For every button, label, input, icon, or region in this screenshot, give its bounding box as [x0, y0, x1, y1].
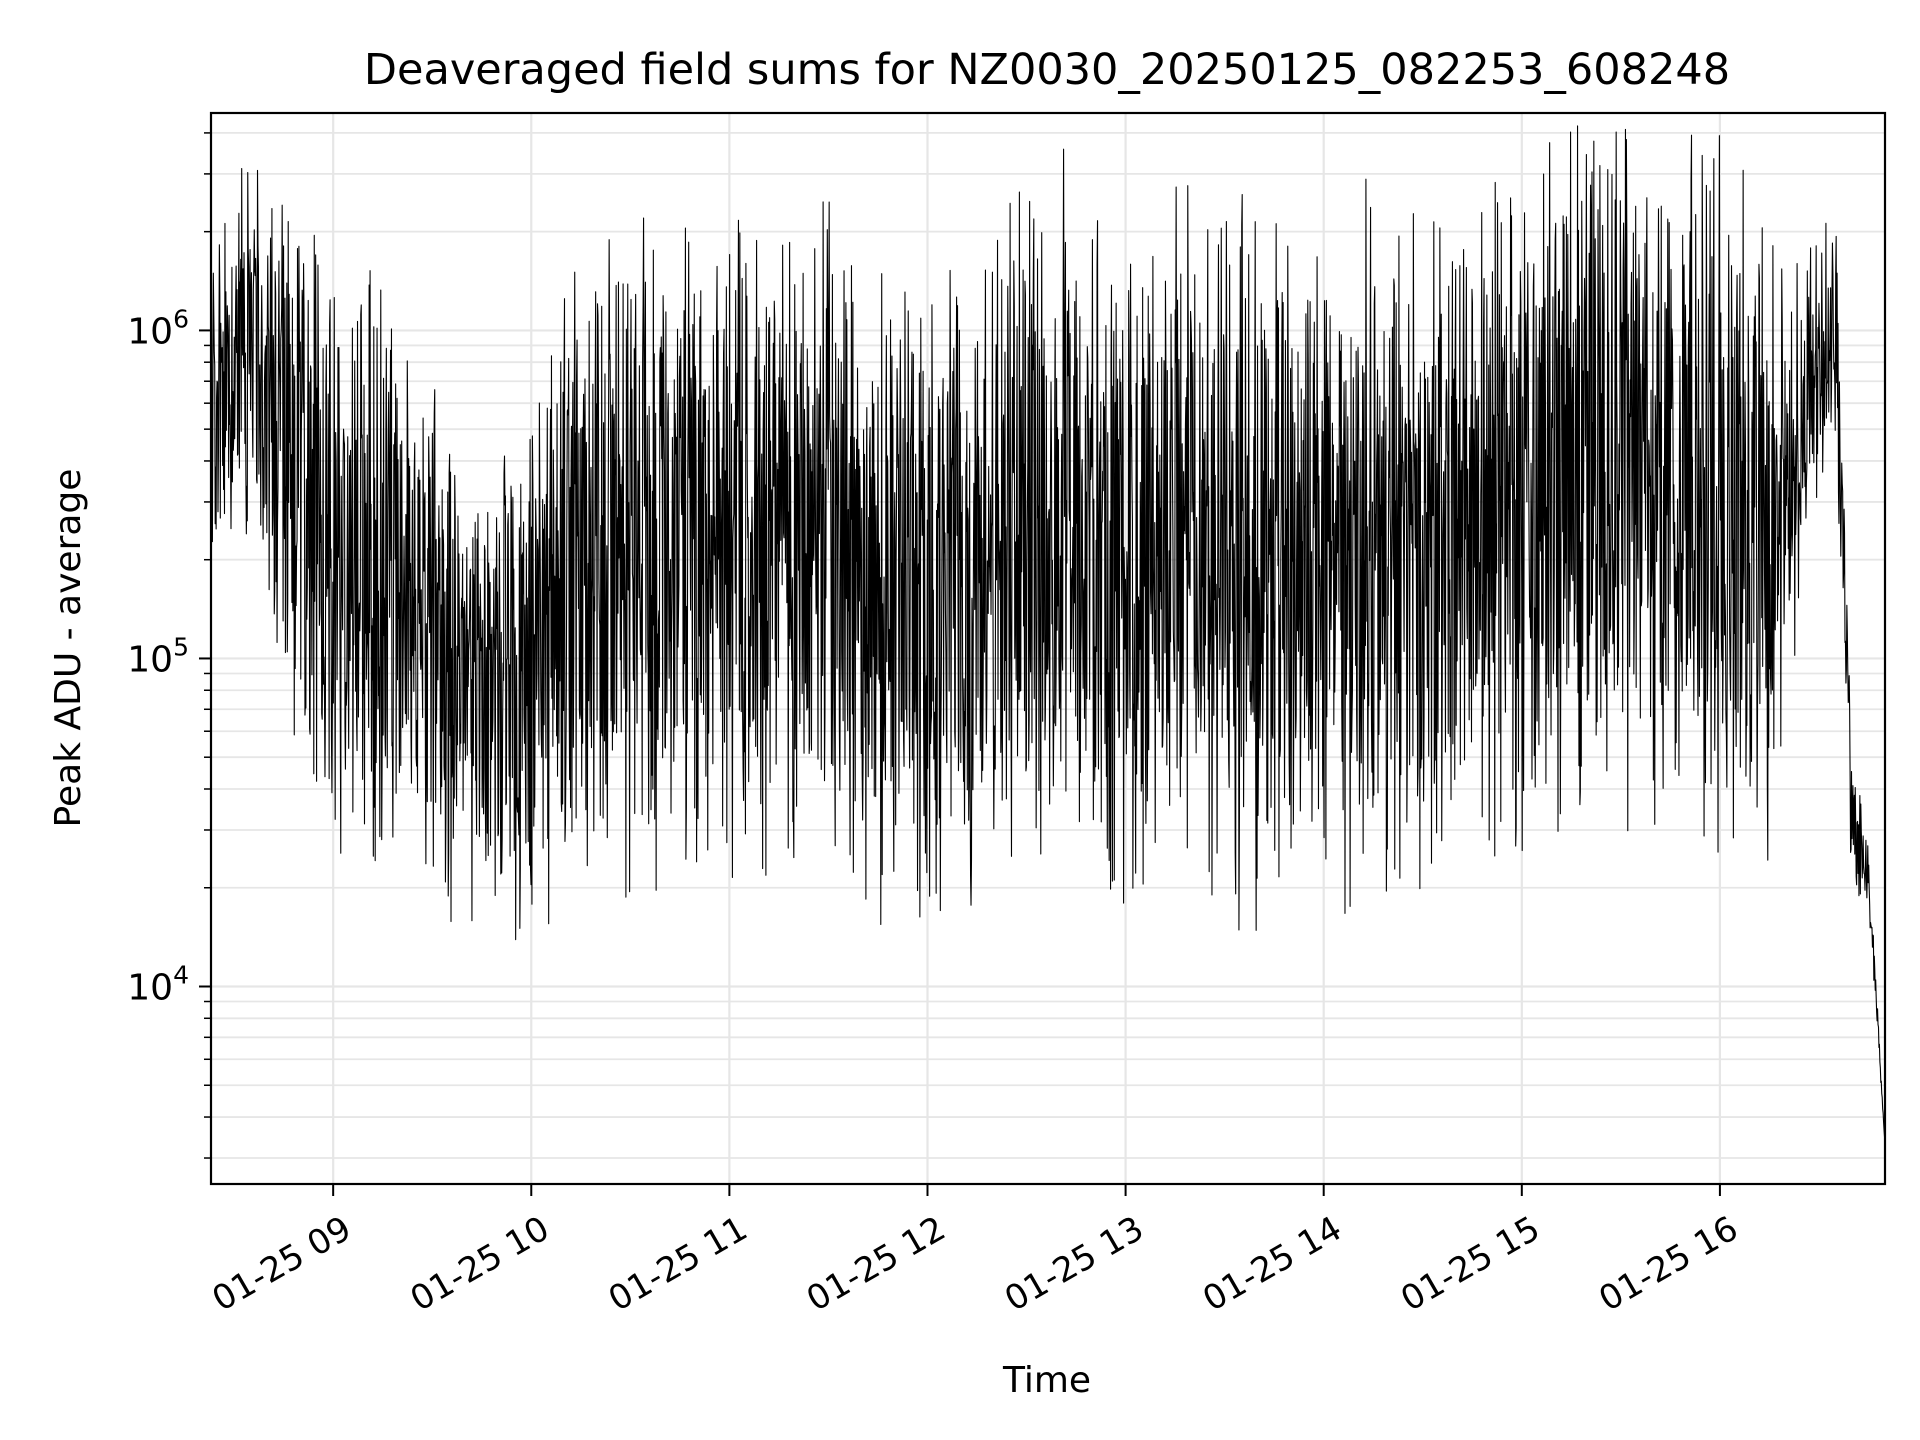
chart-title: Deaveraged field sums for NZ0030_2025012…	[364, 45, 1730, 95]
series-line	[210, 125, 1886, 1145]
x-axis-label: Time	[1002, 1360, 1091, 1401]
y-tick-label-base: 10	[127, 311, 173, 352]
y-tick-label: 105	[127, 632, 189, 680]
y-tick-label-base: 10	[127, 967, 173, 1008]
y-tick-label: 104	[127, 960, 189, 1008]
y-tick-label-base: 10	[127, 639, 173, 680]
plot-area-frame	[209, 111, 1887, 1186]
y-tick-label-exponent: 5	[173, 632, 189, 661]
data-series	[210, 125, 1886, 1145]
y-tick-label: 106	[127, 304, 189, 352]
y-tick-label-exponent: 4	[173, 960, 189, 989]
y-axis-label: Peak ADU - average	[48, 469, 89, 828]
y-tick-label-exponent: 6	[173, 304, 189, 333]
